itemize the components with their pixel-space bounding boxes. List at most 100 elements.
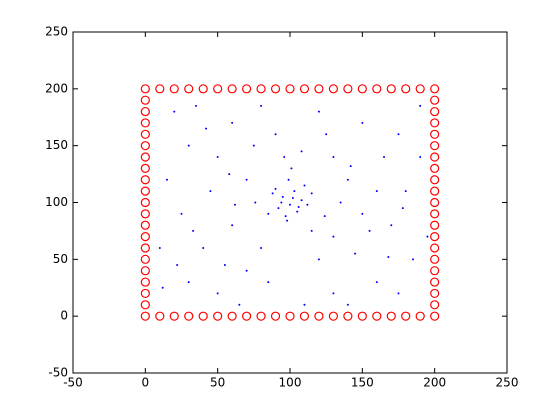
point xyxy=(300,199,303,202)
point xyxy=(332,292,335,295)
y-tick-label: 200 xyxy=(45,81,68,95)
boundary-marker xyxy=(285,84,295,94)
point xyxy=(267,281,270,284)
boundary-marker xyxy=(415,84,425,94)
boundary-marker xyxy=(386,311,396,321)
point xyxy=(286,219,289,222)
point xyxy=(290,167,293,170)
point xyxy=(346,303,349,306)
boundary-marker xyxy=(140,232,150,242)
boundary-marker xyxy=(430,141,440,151)
boundary-marker xyxy=(401,311,411,321)
boundary-marker xyxy=(430,209,440,219)
x-tick-label: 50 xyxy=(210,376,225,390)
point xyxy=(332,235,335,238)
point xyxy=(277,207,280,210)
boundary-marker xyxy=(140,163,150,173)
boundary-marker xyxy=(155,311,165,321)
boundary-marker xyxy=(140,311,150,321)
point xyxy=(161,286,164,289)
point xyxy=(354,252,357,255)
boundary-marker xyxy=(213,311,223,321)
boundary-marker xyxy=(140,277,150,287)
boundary-marker xyxy=(430,163,440,173)
boundary-marker xyxy=(140,220,150,230)
boundary-marker xyxy=(140,186,150,196)
boundary-marker xyxy=(155,84,165,94)
point xyxy=(187,144,190,147)
point xyxy=(375,281,378,284)
point xyxy=(194,104,197,107)
point xyxy=(361,121,364,124)
point xyxy=(228,173,231,176)
point xyxy=(303,184,306,187)
point xyxy=(310,192,313,195)
point xyxy=(317,110,320,113)
point xyxy=(411,258,414,261)
boundary-marker xyxy=(227,311,237,321)
boundary-marker xyxy=(140,129,150,139)
point xyxy=(260,104,263,107)
boundary-marker xyxy=(140,243,150,253)
boundary-marker xyxy=(140,95,150,105)
boundary-marker xyxy=(256,84,266,94)
boundary-marker xyxy=(386,84,396,94)
point xyxy=(390,224,393,227)
point xyxy=(296,210,299,213)
boundary-marker xyxy=(140,141,150,151)
point xyxy=(216,156,219,159)
point xyxy=(267,212,270,215)
point xyxy=(332,156,335,159)
x-tick-label: 150 xyxy=(351,376,374,390)
boundary-marker xyxy=(430,106,440,117)
point xyxy=(158,246,161,249)
point xyxy=(297,206,300,209)
boundary-marker xyxy=(256,311,266,321)
boundary-marker xyxy=(430,118,440,128)
boundary-marker xyxy=(299,311,310,321)
y-tick-label: 100 xyxy=(45,195,68,209)
point xyxy=(234,203,237,206)
point xyxy=(283,156,286,159)
boundary-marker xyxy=(169,311,179,321)
boundary-marker xyxy=(299,84,310,94)
boundary-marker xyxy=(328,311,338,321)
boundary-marker xyxy=(227,84,237,94)
x-tick-label: 200 xyxy=(423,376,446,390)
x-tick-label: 100 xyxy=(279,376,302,390)
point xyxy=(192,229,195,232)
boundary-marker xyxy=(213,84,223,94)
boundary-marker xyxy=(140,152,150,162)
boundary-marker xyxy=(401,84,411,94)
boundary-marker xyxy=(430,84,440,94)
boundary-marker xyxy=(242,84,252,94)
point xyxy=(274,187,277,190)
boundary-marker xyxy=(198,84,208,94)
point xyxy=(209,190,212,193)
boundary-marker xyxy=(285,311,295,321)
boundary-marker xyxy=(140,209,150,219)
boundary-marker xyxy=(430,186,440,196)
boundary-marker xyxy=(314,84,324,94)
boundary-marker xyxy=(242,311,252,321)
point xyxy=(375,190,378,193)
point xyxy=(274,133,277,136)
boundary-marker xyxy=(430,300,440,310)
point xyxy=(339,201,342,204)
point xyxy=(306,203,309,206)
boundary-marker xyxy=(357,84,367,94)
point xyxy=(419,156,422,159)
boundary-marker xyxy=(140,118,150,128)
point xyxy=(202,246,205,249)
y-tick-label: 150 xyxy=(45,138,68,152)
point xyxy=(287,178,290,181)
boundary-marker xyxy=(169,84,179,94)
boundary-marker xyxy=(430,220,440,230)
y-tick-label: 0 xyxy=(60,309,68,323)
x-tick-label: -50 xyxy=(63,376,83,390)
point xyxy=(349,165,352,168)
point xyxy=(231,224,234,227)
boundary-marker xyxy=(198,311,208,321)
boundary-marker xyxy=(430,152,440,162)
